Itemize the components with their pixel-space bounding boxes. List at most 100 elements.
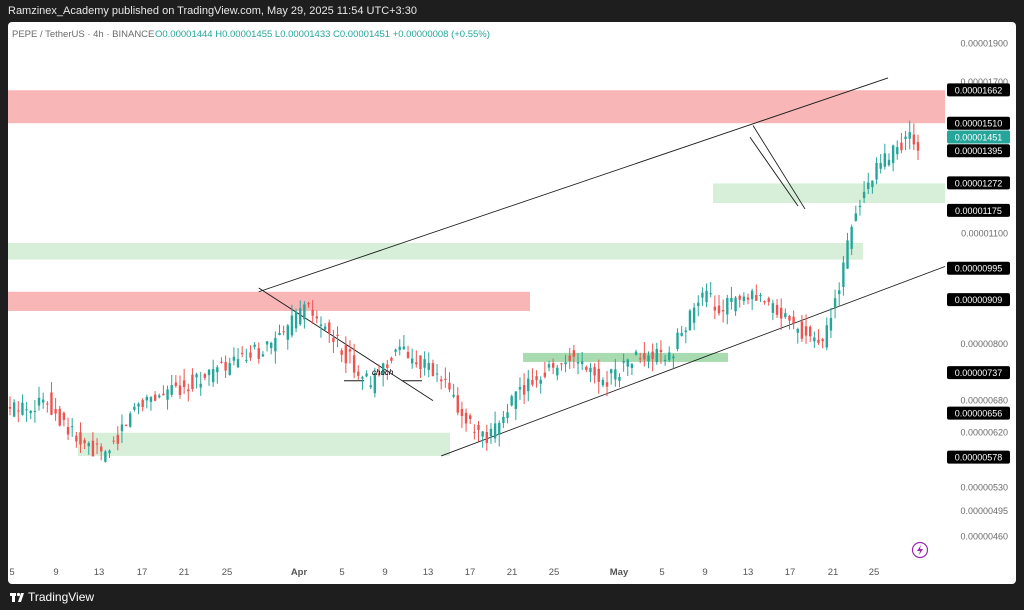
candle-body: [452, 394, 455, 397]
candle-body: [833, 298, 837, 308]
price-tick-3: 0.00000800: [960, 339, 1008, 349]
price-label-badge-9: [947, 406, 1010, 420]
candle-body: [746, 297, 750, 300]
candle-body: [481, 431, 484, 437]
candle-body: [469, 415, 472, 420]
candle-body: [369, 385, 372, 388]
candle-body: [804, 326, 808, 336]
candle-body: [116, 434, 119, 444]
time-tick-16: 13: [743, 567, 754, 578]
candle-body: [829, 317, 833, 331]
candle-body: [477, 424, 480, 431]
candle-body: [240, 353, 244, 355]
candle-body: [75, 435, 78, 442]
candle-body: [278, 333, 281, 336]
candle-body: [25, 409, 28, 411]
candle-body: [759, 294, 762, 296]
candle-body: [626, 359, 629, 367]
candle-body: [763, 301, 766, 303]
candle-body: [257, 348, 260, 359]
candle-body: [211, 369, 215, 383]
candle-body: [663, 359, 667, 362]
candle-body: [265, 341, 269, 345]
candle-body: [551, 363, 555, 368]
price-label-0: 0.00001662: [955, 85, 1003, 95]
time-tick-19: 25: [869, 567, 880, 578]
candle-body: [162, 393, 165, 396]
time-tick-10: 17: [465, 567, 476, 578]
candle-body: [344, 345, 348, 364]
price-chart[interactable]: 0.00001900 0.00001700 0.00001100 0.00000800…: [8, 22, 1016, 584]
candle-body: [203, 374, 207, 378]
candle-body: [352, 355, 356, 373]
candle-body: [825, 325, 828, 348]
price-label-5: 0.00001175: [955, 206, 1002, 216]
time-tick-6: Apr: [291, 567, 308, 578]
candle-body: [634, 351, 638, 355]
candle-body: [498, 422, 501, 435]
candle-body: [261, 354, 265, 357]
time-tick-4: 21: [179, 567, 190, 578]
time-tick-15: 9: [702, 567, 707, 578]
candle-body: [875, 162, 878, 180]
candle-body: [270, 342, 273, 349]
candle-body: [381, 363, 385, 375]
candle-body: [713, 306, 717, 311]
candle-body: [887, 159, 891, 166]
candle-body: [485, 431, 489, 443]
candle-body: [775, 304, 779, 315]
price-label-badge-0: [947, 83, 1010, 97]
time-tick-13: May: [610, 567, 629, 578]
candle-body: [850, 226, 853, 249]
footer-bar: TradingView: [0, 584, 1024, 610]
candle-body: [41, 399, 45, 403]
candle-body: [597, 368, 600, 382]
candle-body: [66, 426, 70, 435]
time-tick-5: 25: [222, 567, 233, 578]
candle-body: [767, 298, 770, 302]
candle-body: [315, 316, 319, 319]
channel-upper-line: [258, 77, 889, 293]
candle-body: [871, 180, 874, 188]
candle-body: [228, 363, 231, 375]
time-tick-2: 13: [94, 567, 105, 578]
chart-frame[interactable]: 0.00001900 0.00001700 0.00001100 0.00000800…: [8, 22, 1016, 584]
candle-body: [149, 397, 153, 402]
footer-brand: TradingView: [28, 590, 95, 604]
candle-body: [609, 369, 613, 374]
price-label-badge-10: [947, 450, 1010, 464]
candle-body: [680, 332, 683, 336]
candle-body: [842, 262, 845, 288]
candle-body: [846, 240, 849, 269]
time-axis[interactable]: 5 9 13 17 21 25 Apr 5 9 13 17 21 25 May 5 9 13 17 21 25: [9, 567, 879, 578]
demand-zone-low: [78, 432, 450, 456]
candle-body: [249, 352, 252, 358]
time-tick-8: 9: [382, 567, 387, 578]
candle-body: [535, 376, 538, 381]
candle-body: [112, 440, 115, 442]
candle-body: [879, 162, 882, 169]
candle-body: [908, 132, 911, 139]
candle-body: [651, 351, 654, 360]
candle-body: [336, 334, 339, 336]
candle-body: [601, 379, 605, 386]
candle-body: [647, 355, 650, 362]
candle-body: [518, 386, 522, 390]
candle-body: [311, 309, 314, 316]
wedge-upper-line: [752, 125, 806, 210]
candle-body: [410, 358, 414, 364]
candle-body: [576, 362, 580, 364]
price-axis[interactable]: 0.00001900 0.00001700 0.00001100 0.00000800…: [947, 38, 1010, 542]
chart-legend-ohlc: O0.00001444 H0.00001455 L0.00001433 C0.0…: [155, 29, 490, 40]
lightning-icon[interactable]: [911, 541, 929, 559]
candle-body: [668, 352, 671, 361]
candle-body: [883, 153, 887, 167]
candle-body: [357, 371, 360, 376]
candle-body: [755, 294, 758, 301]
candle-body: [639, 358, 642, 360]
candle-body: [319, 324, 323, 326]
candle-body: [191, 374, 194, 390]
time-tick-12: 25: [549, 567, 560, 578]
candle-body: [643, 353, 646, 360]
candle-body: [195, 374, 198, 378]
